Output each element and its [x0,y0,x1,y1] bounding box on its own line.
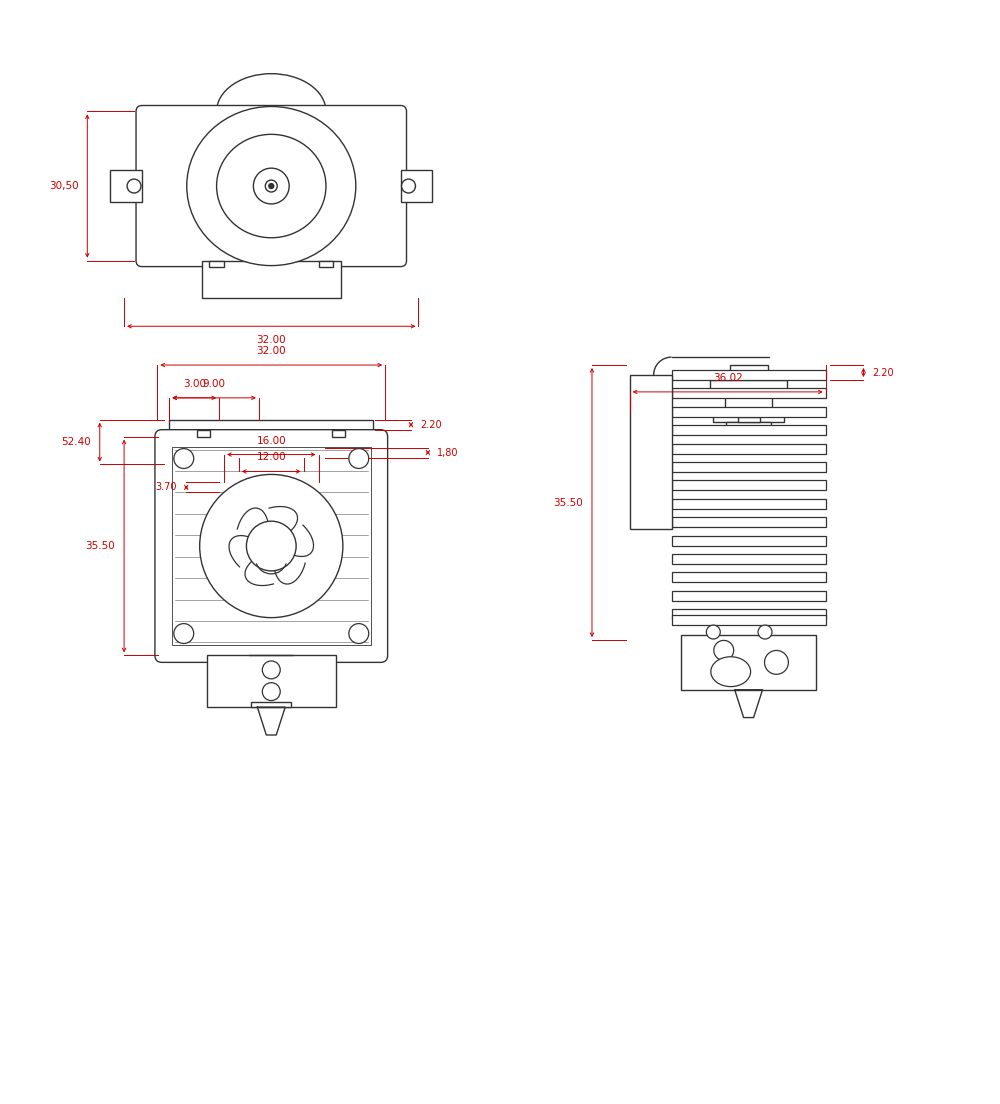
Bar [713,412,784,422]
Circle shape [758,625,772,639]
Circle shape [262,682,280,701]
Bar [681,635,816,690]
Ellipse shape [711,657,751,687]
Circle shape [174,448,194,468]
Circle shape [349,624,369,644]
Circle shape [253,168,289,204]
Circle shape [200,475,343,617]
Circle shape [127,179,141,193]
Bar [254,485,289,492]
Bar [239,457,304,482]
Circle shape [706,625,720,639]
Bar [209,261,224,266]
Text: 12.00: 12.00 [256,453,286,463]
Bar [169,420,373,429]
Bar [172,447,371,646]
Bar [710,380,787,390]
Circle shape [349,448,369,468]
Text: 36.02: 36.02 [713,373,743,383]
Bar [672,591,826,601]
Circle shape [765,650,788,675]
Bar [672,444,826,454]
Bar [672,480,826,490]
Text: 3.70: 3.70 [156,482,177,492]
Bar [672,370,826,380]
Text: 1,80: 1,80 [437,447,458,457]
Bar [672,572,826,582]
Ellipse shape [217,135,326,237]
Circle shape [246,521,296,571]
Text: 2.20: 2.20 [420,420,442,429]
Ellipse shape [187,106,356,266]
Bar [672,517,826,527]
Bar [672,609,826,619]
Bar [672,615,826,625]
Circle shape [174,624,194,644]
Bar [219,447,323,457]
Bar [672,461,826,471]
Circle shape [402,179,415,193]
Circle shape [265,180,277,192]
Text: 2.20: 2.20 [872,368,894,378]
Bar [202,261,341,298]
Bar [232,492,311,502]
Bar [672,406,826,416]
Bar [730,365,768,380]
Bar [110,170,142,202]
Bar [672,499,826,509]
Bar [672,535,826,545]
Bar [246,429,296,447]
Text: 9.00: 9.00 [203,379,226,389]
Bar [726,422,771,432]
Bar [207,656,336,708]
FancyBboxPatch shape [155,429,388,662]
Bar [251,702,291,708]
Text: 16.00: 16.00 [256,436,286,446]
Text: 30,50: 30,50 [49,181,78,191]
Text: 52.40: 52.40 [61,437,91,447]
Bar [319,261,333,266]
Text: 32.00: 32.00 [256,346,286,357]
Bar [672,389,826,399]
Circle shape [269,183,274,189]
Text: 35.50: 35.50 [553,498,583,508]
Circle shape [262,661,280,679]
Bar [224,482,319,492]
Text: 32.00: 32.00 [256,336,286,346]
Bar [197,429,210,437]
Bar [630,375,672,529]
Circle shape [714,640,734,660]
Bar [672,554,826,564]
Text: 3.00: 3.00 [183,379,206,389]
Text: 35.50: 35.50 [85,541,115,551]
Bar [672,425,826,435]
FancyBboxPatch shape [136,106,407,266]
Bar [332,429,345,437]
Bar [401,170,432,202]
Bar [738,416,760,422]
Bar [725,390,772,412]
